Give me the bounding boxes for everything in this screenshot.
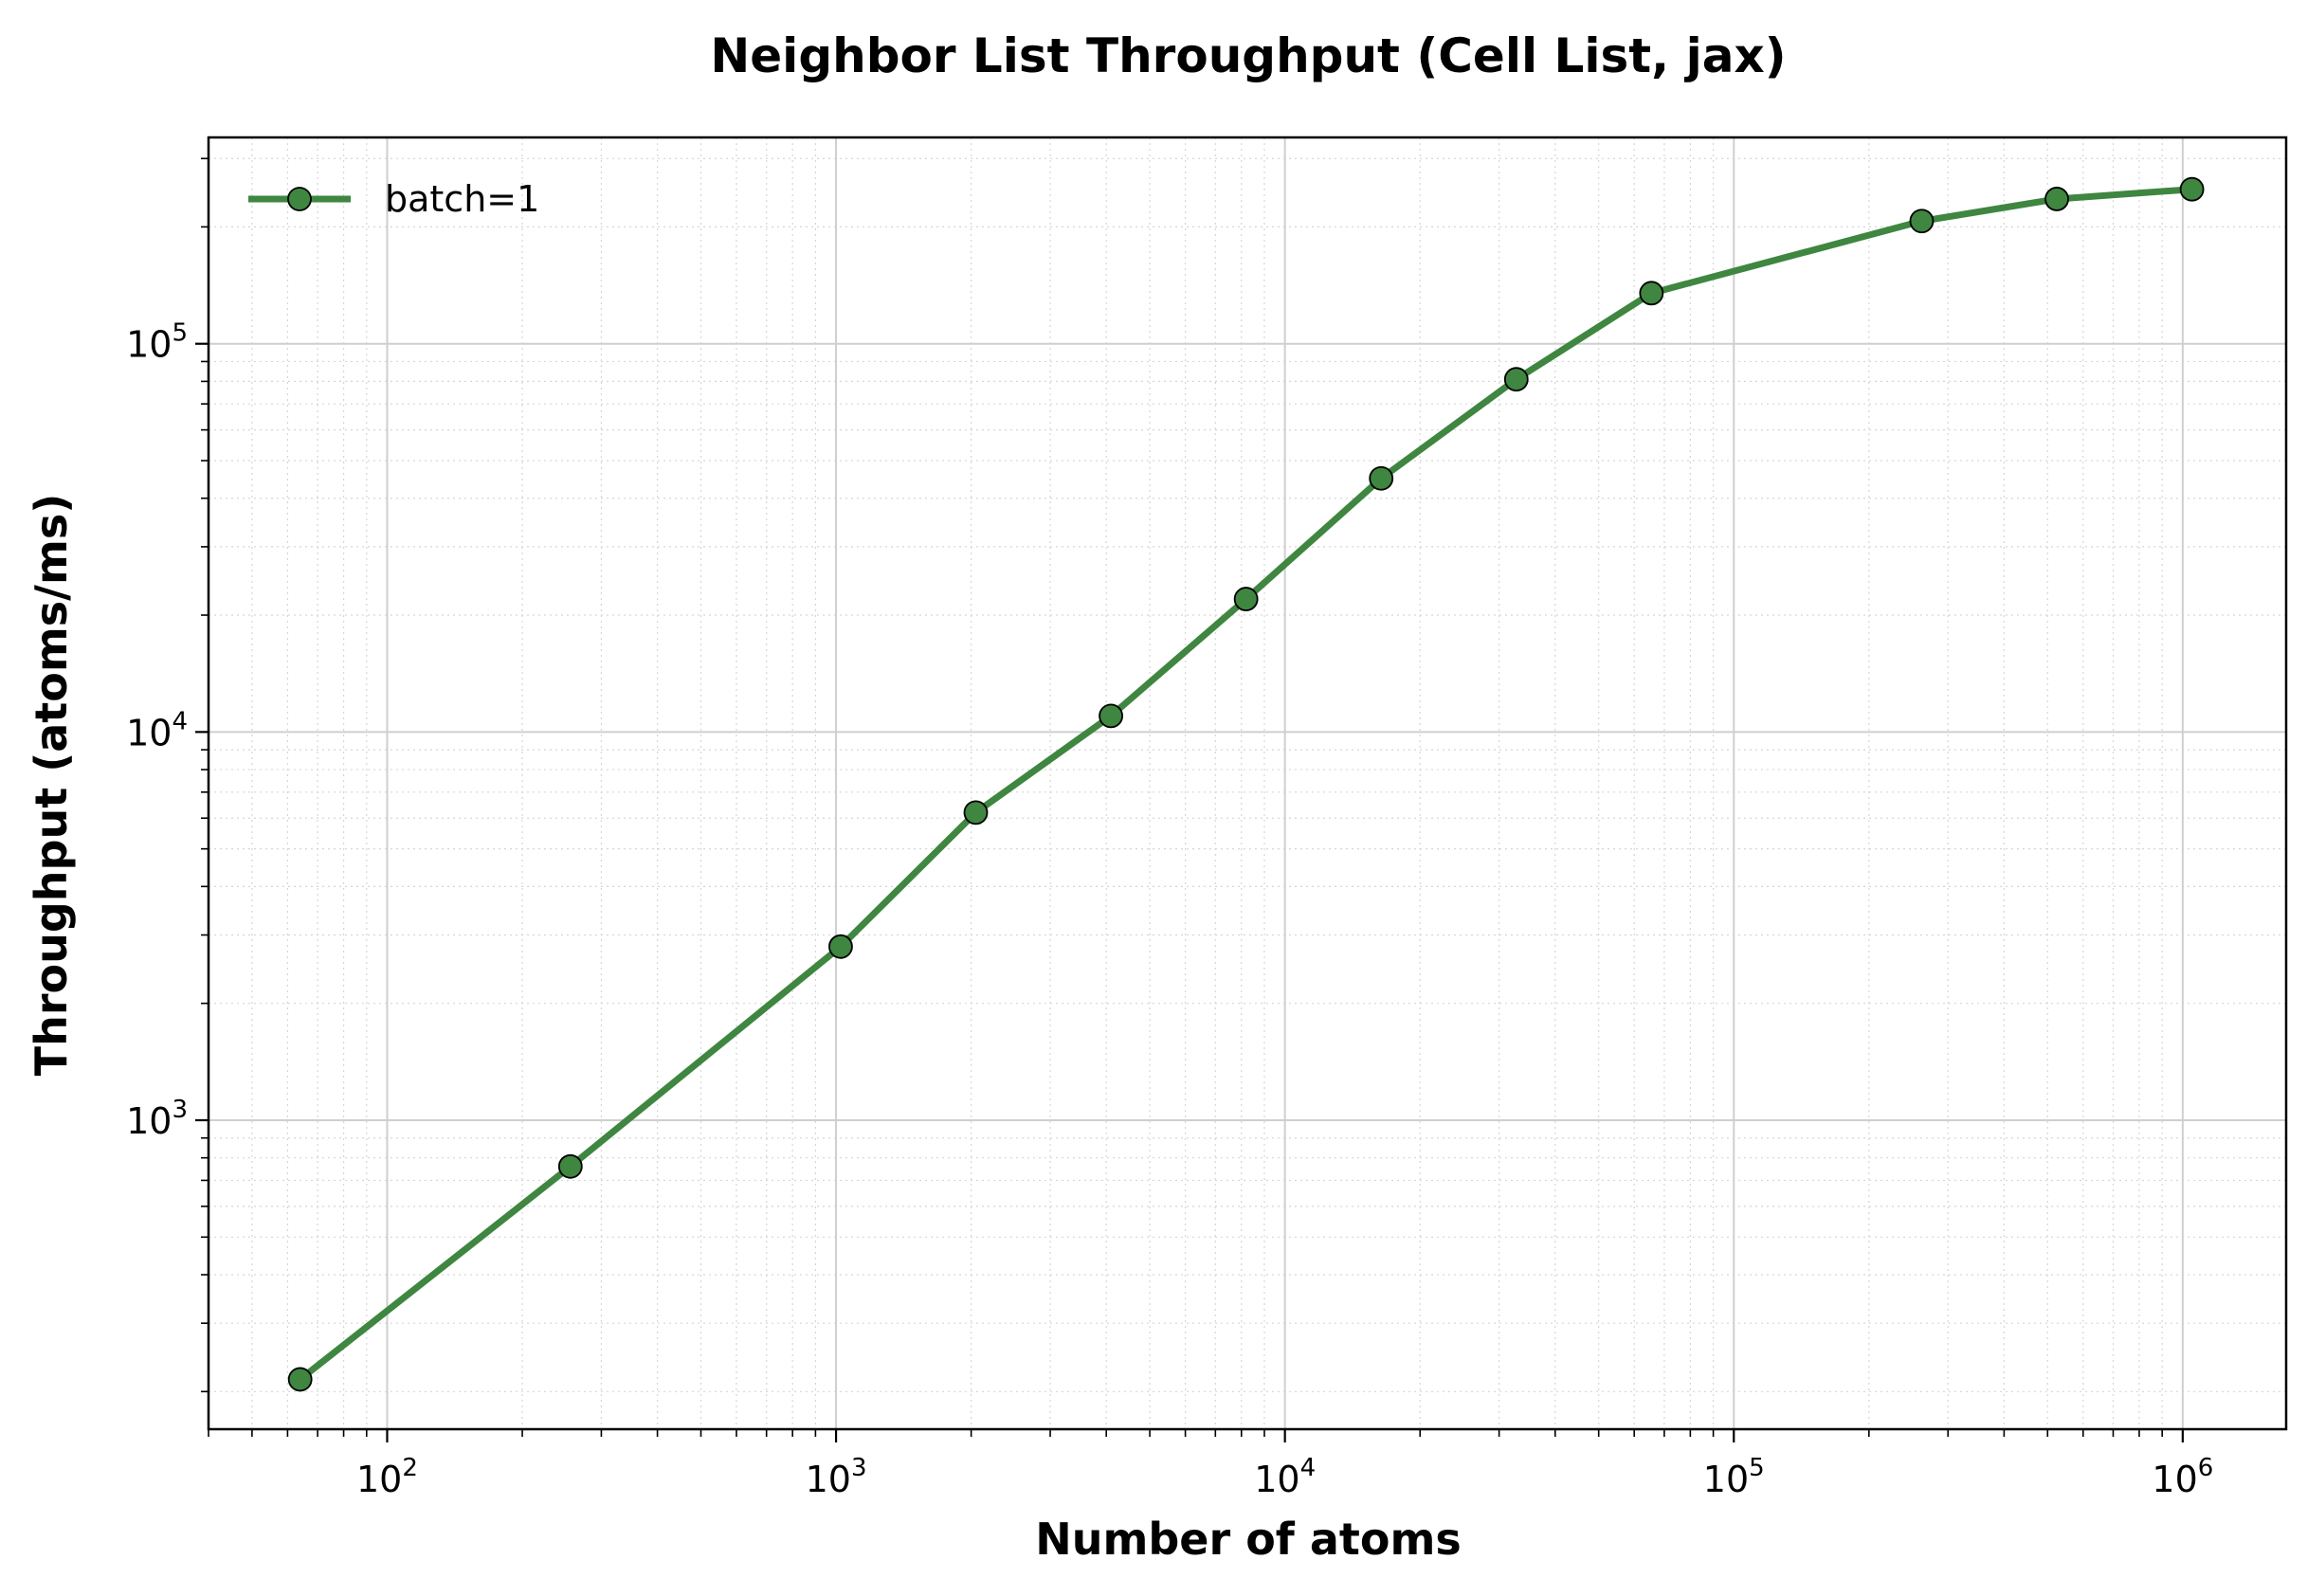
x-tick-label-exponent: 5 bbox=[1749, 1454, 1765, 1482]
y-axis-label: Throughput (atoms/ms) bbox=[26, 494, 77, 1077]
x-tick-label-base: 10 bbox=[356, 1459, 402, 1500]
y-tick-label: 104 bbox=[126, 707, 188, 753]
data-point bbox=[963, 800, 989, 825]
x-tick-label-exponent: 4 bbox=[1300, 1454, 1317, 1482]
data-point bbox=[1233, 587, 1259, 611]
series-layer bbox=[287, 176, 2205, 1392]
major-gridlines bbox=[209, 137, 2286, 1429]
series-line bbox=[297, 186, 2196, 1383]
x-tick-label-base: 10 bbox=[1703, 1459, 1749, 1500]
data-point bbox=[1369, 465, 1394, 491]
plot-frame bbox=[207, 136, 2288, 1431]
x-tick-label: 106 bbox=[2152, 1454, 2213, 1500]
data-point bbox=[1503, 367, 1529, 392]
x-tick-label: 103 bbox=[806, 1454, 867, 1500]
y-tick-label-exponent: 5 bbox=[172, 319, 188, 348]
x-tick-label-base: 10 bbox=[1254, 1459, 1299, 1500]
x-tick-label: 102 bbox=[356, 1454, 418, 1500]
data-point bbox=[557, 1153, 583, 1179]
plot-background bbox=[209, 137, 2286, 1429]
x-tick-label: 105 bbox=[1703, 1454, 1765, 1500]
data-point bbox=[2044, 187, 2069, 211]
plot-area bbox=[207, 136, 2288, 1431]
legend-label: batch=1 bbox=[385, 178, 539, 220]
minor-gridlines bbox=[208, 137, 2286, 1429]
x-tick-label-exponent: 6 bbox=[2198, 1454, 2214, 1482]
data-point bbox=[1639, 281, 1664, 306]
data-point bbox=[287, 1367, 313, 1392]
data-point bbox=[1909, 209, 1935, 234]
data-point bbox=[828, 934, 853, 959]
x-tick-label-base: 10 bbox=[2152, 1459, 2197, 1500]
y-tick-label: 103 bbox=[126, 1096, 188, 1142]
legend-marker bbox=[287, 187, 312, 211]
y-tick-label: 105 bbox=[126, 319, 188, 366]
data-point bbox=[1099, 703, 1123, 729]
chart-title: Neighbor List Throughput (Cell List, jax… bbox=[710, 28, 1786, 83]
x-tick-label: 104 bbox=[1254, 1454, 1316, 1500]
y-tick-label-base: 10 bbox=[126, 1100, 172, 1142]
x-tick-label-exponent: 2 bbox=[402, 1454, 418, 1482]
y-tick-label-exponent: 4 bbox=[172, 707, 188, 735]
legend: batch=1 bbox=[248, 178, 539, 220]
y-tick-label-exponent: 3 bbox=[172, 1096, 188, 1124]
data-point bbox=[2179, 176, 2205, 202]
x-tick-label-base: 10 bbox=[806, 1459, 851, 1500]
x-tick-label-exponent: 3 bbox=[851, 1454, 867, 1482]
x-axis-label: Number of atoms bbox=[1035, 1514, 1462, 1565]
x-axis-ticks: 102 103 104 105 106 bbox=[208, 1429, 2213, 1500]
y-tick-label-base: 10 bbox=[126, 324, 172, 366]
y-tick-label-base: 10 bbox=[126, 712, 172, 753]
